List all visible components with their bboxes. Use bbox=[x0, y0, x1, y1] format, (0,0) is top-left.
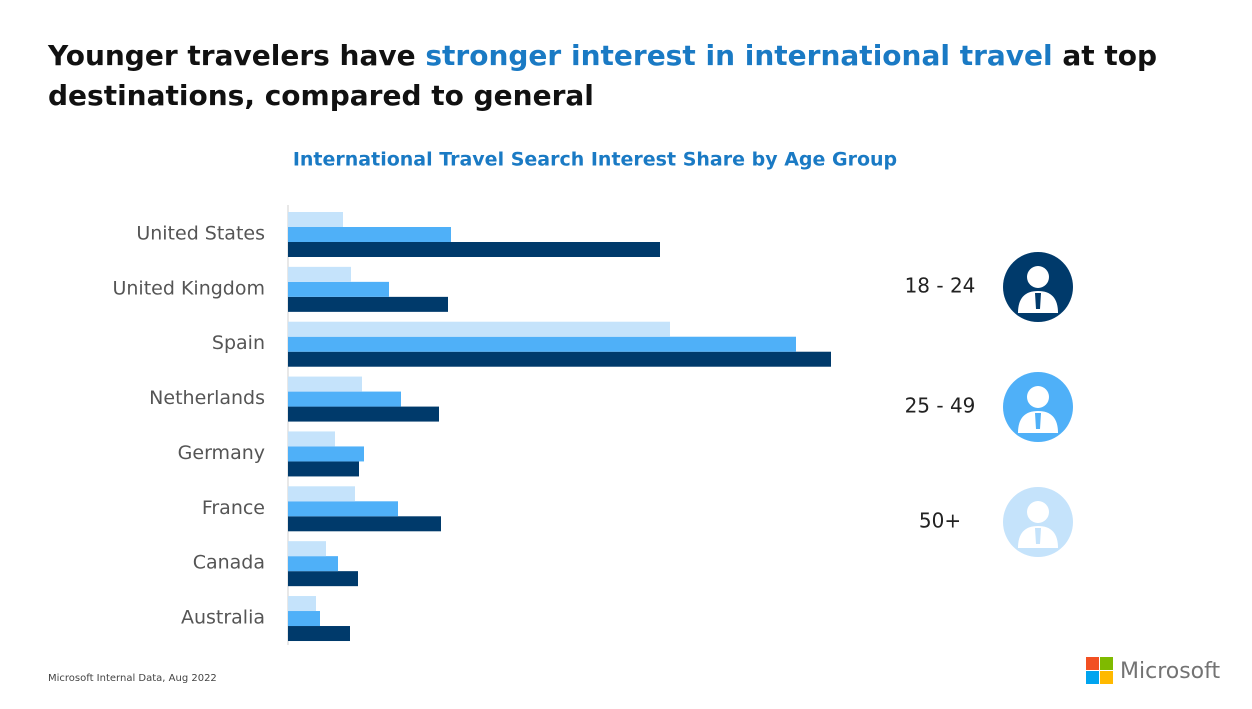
bar bbox=[288, 351, 831, 367]
legend-label: 18 - 24 bbox=[905, 274, 976, 298]
page-title: Younger travelers have stronger interest… bbox=[48, 36, 1218, 116]
bar bbox=[288, 541, 326, 557]
bar bbox=[288, 281, 389, 297]
y-tick-label: Germany bbox=[178, 442, 265, 464]
icon-tie bbox=[1035, 528, 1041, 544]
bar bbox=[288, 446, 364, 462]
y-tick-label: United States bbox=[136, 223, 265, 245]
y-tick-label: United Kingdom bbox=[112, 277, 265, 299]
icon-tie bbox=[1035, 413, 1041, 429]
source-note: Microsoft Internal Data, Aug 2022 bbox=[48, 673, 217, 684]
bar bbox=[288, 266, 351, 282]
legend-label: 50+ bbox=[919, 509, 961, 533]
logo-square bbox=[1100, 671, 1113, 684]
bar bbox=[288, 212, 343, 227]
icon-tie bbox=[1035, 293, 1041, 309]
y-tick-label: Australia bbox=[181, 607, 265, 629]
title-part: Younger travelers have bbox=[48, 39, 426, 72]
bar bbox=[288, 571, 358, 587]
bar bbox=[288, 501, 398, 517]
bar bbox=[288, 626, 350, 642]
y-tick-label: Canada bbox=[193, 552, 265, 574]
y-tick-label: Spain bbox=[212, 332, 265, 354]
icon-head bbox=[1027, 266, 1049, 288]
bar bbox=[288, 516, 441, 532]
logo-square bbox=[1100, 657, 1113, 670]
logo-square bbox=[1086, 671, 1099, 684]
bar bbox=[288, 391, 401, 407]
legend-label: 25 - 49 bbox=[905, 394, 976, 418]
icon-head bbox=[1027, 501, 1049, 523]
bar bbox=[288, 227, 451, 242]
bar bbox=[288, 611, 320, 627]
bar bbox=[288, 556, 338, 572]
legend-icon bbox=[1003, 252, 1073, 322]
bar bbox=[288, 461, 359, 477]
bar bbox=[288, 321, 670, 337]
icon-head bbox=[1027, 386, 1049, 408]
title-highlight: stronger interest in international trave… bbox=[425, 39, 1053, 72]
y-tick-label: Netherlands bbox=[149, 387, 265, 409]
bar bbox=[288, 376, 362, 392]
bar bbox=[288, 242, 660, 257]
bar bbox=[288, 596, 316, 612]
bar bbox=[288, 406, 439, 422]
bar bbox=[288, 431, 335, 447]
legend-icon bbox=[1003, 372, 1073, 442]
title-part: at top destinations, compared to general bbox=[48, 39, 1158, 112]
bar bbox=[288, 296, 448, 312]
legend-icon bbox=[1003, 487, 1073, 557]
bar bbox=[288, 486, 355, 502]
y-tick-label: France bbox=[202, 497, 265, 519]
chart-title: International Travel Search Interest Sha… bbox=[293, 149, 897, 171]
logo-square bbox=[1086, 657, 1099, 670]
bar bbox=[288, 336, 796, 352]
logo: Microsoft bbox=[1086, 657, 1220, 684]
logo-text: Microsoft bbox=[1120, 659, 1220, 684]
